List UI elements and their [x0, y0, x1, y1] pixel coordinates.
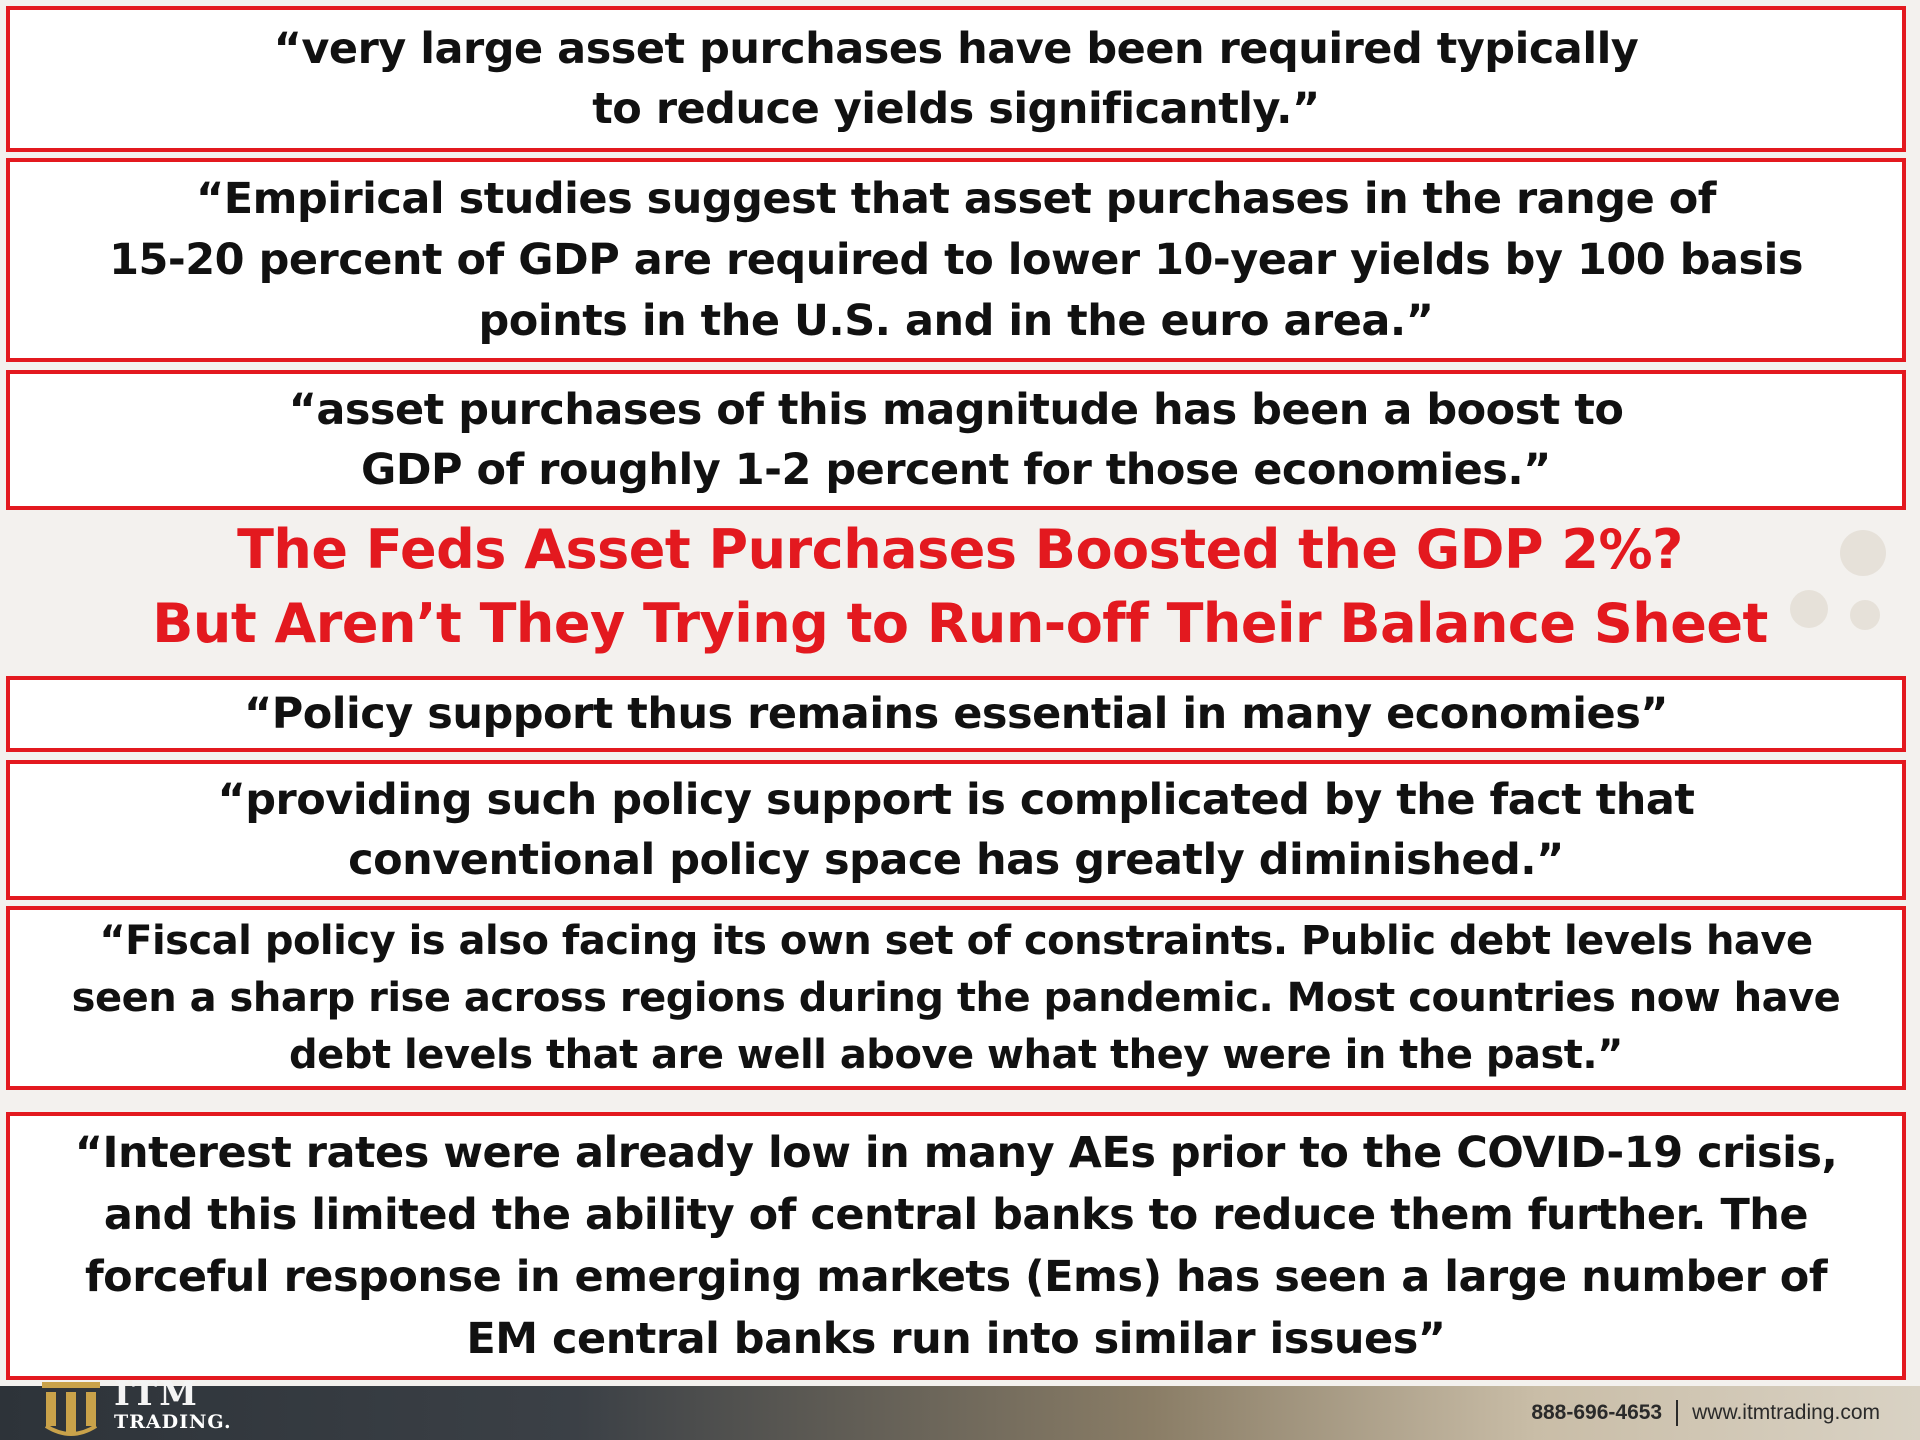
quote-text: “Interest rates were already low in many… — [74, 1128, 1838, 1364]
quote-text: “Empirical studies suggest that asset pu… — [109, 173, 1803, 346]
website-link[interactable]: www.itmtrading.com — [1692, 1401, 1880, 1424]
quote-box-5: “providing such policy support is compli… — [6, 760, 1906, 900]
logo-text-itm: ITM — [114, 1374, 199, 1414]
pillars-logo-icon — [42, 1382, 100, 1436]
quote-box-7: “Interest rates were already low in many… — [6, 1112, 1906, 1380]
quote-text: “Fiscal policy is also facing its own se… — [71, 917, 1841, 1078]
itm-trading-logo: ITM TRADING. — [38, 1374, 232, 1438]
quote-box-2: “Empirical studies suggest that asset pu… — [6, 158, 1906, 362]
background-decoration — [1850, 600, 1880, 630]
background-decoration — [1790, 590, 1828, 628]
headline: The Feds Asset Purchases Boosted the GDP… — [152, 518, 1768, 655]
quote-text: “very large asset purchases have been re… — [273, 24, 1639, 134]
logo-text-trading: TRADING. — [114, 1411, 232, 1433]
quote-box-1: “very large asset purchases have been re… — [6, 6, 1906, 152]
quote-text: “providing such policy support is compli… — [217, 775, 1695, 885]
divider — [1676, 1400, 1679, 1426]
quote-box-4: “Policy support thus remains essential i… — [6, 676, 1906, 752]
footer-bar — [0, 1386, 1920, 1440]
phone-number[interactable]: 888-696-4653 — [1531, 1401, 1663, 1424]
background-decoration — [1840, 530, 1886, 576]
quote-text: “Policy support thus remains essential i… — [243, 689, 1669, 739]
quote-box-3: “asset purchases of this magnitude has b… — [6, 370, 1906, 510]
quote-box-6: “Fiscal policy is also facing its own se… — [6, 906, 1906, 1090]
quote-text: “asset purchases of this magnitude has b… — [288, 385, 1624, 495]
contact-info: 888-696-4653 www.itmtrading.com — [1531, 1386, 1880, 1440]
